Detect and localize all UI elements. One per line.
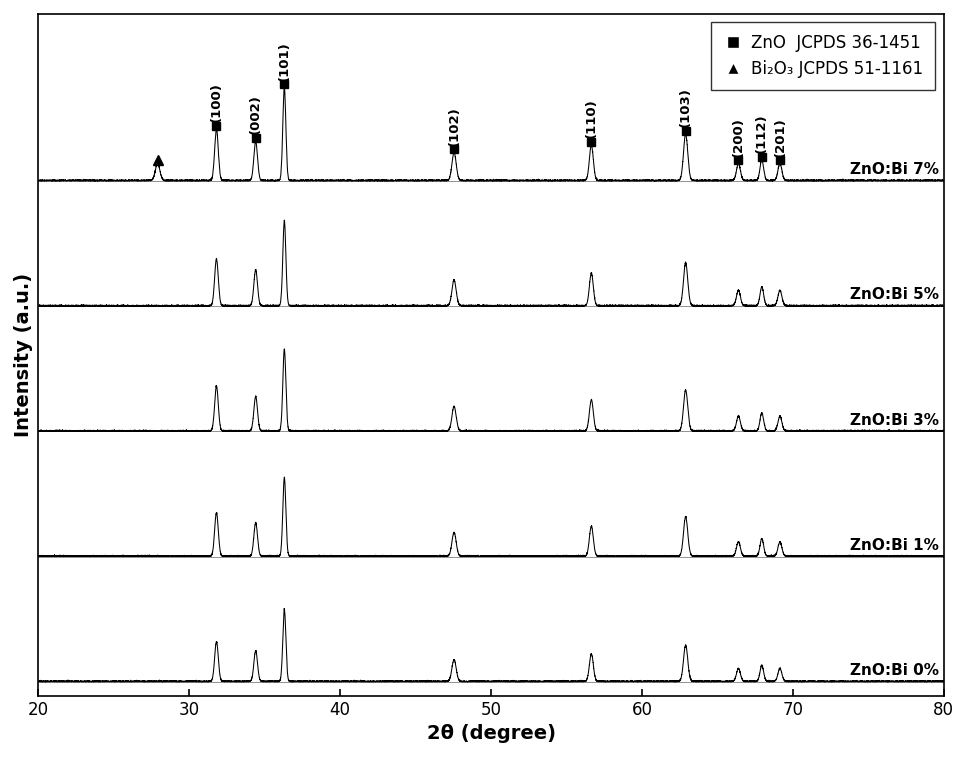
Text: ZnO:Bi 5%: ZnO:Bi 5% — [850, 288, 939, 302]
Text: ZnO:Bi 1%: ZnO:Bi 1% — [850, 537, 939, 553]
Text: (101): (101) — [278, 41, 290, 81]
Text: (200): (200) — [732, 117, 745, 157]
Text: ZnO:Bi 0%: ZnO:Bi 0% — [850, 663, 939, 678]
Text: ZnO:Bi 3%: ZnO:Bi 3% — [850, 413, 939, 428]
Text: (103): (103) — [680, 87, 692, 127]
Text: ZnO:Bi 7%: ZnO:Bi 7% — [850, 162, 939, 177]
Text: (201): (201) — [773, 117, 786, 157]
Text: (100): (100) — [210, 83, 223, 123]
Legend: ZnO  JCPDS 36-1451, Bi₂O₃ JCPDS 51-1161: ZnO JCPDS 36-1451, Bi₂O₃ JCPDS 51-1161 — [711, 22, 935, 90]
Text: (112): (112) — [755, 114, 769, 153]
Text: (002): (002) — [249, 95, 262, 135]
Text: (102): (102) — [447, 106, 461, 145]
X-axis label: 2θ (degree): 2θ (degree) — [427, 724, 556, 743]
Text: (110): (110) — [585, 98, 598, 139]
Y-axis label: Intensity (a.u.): Intensity (a.u.) — [14, 273, 33, 437]
